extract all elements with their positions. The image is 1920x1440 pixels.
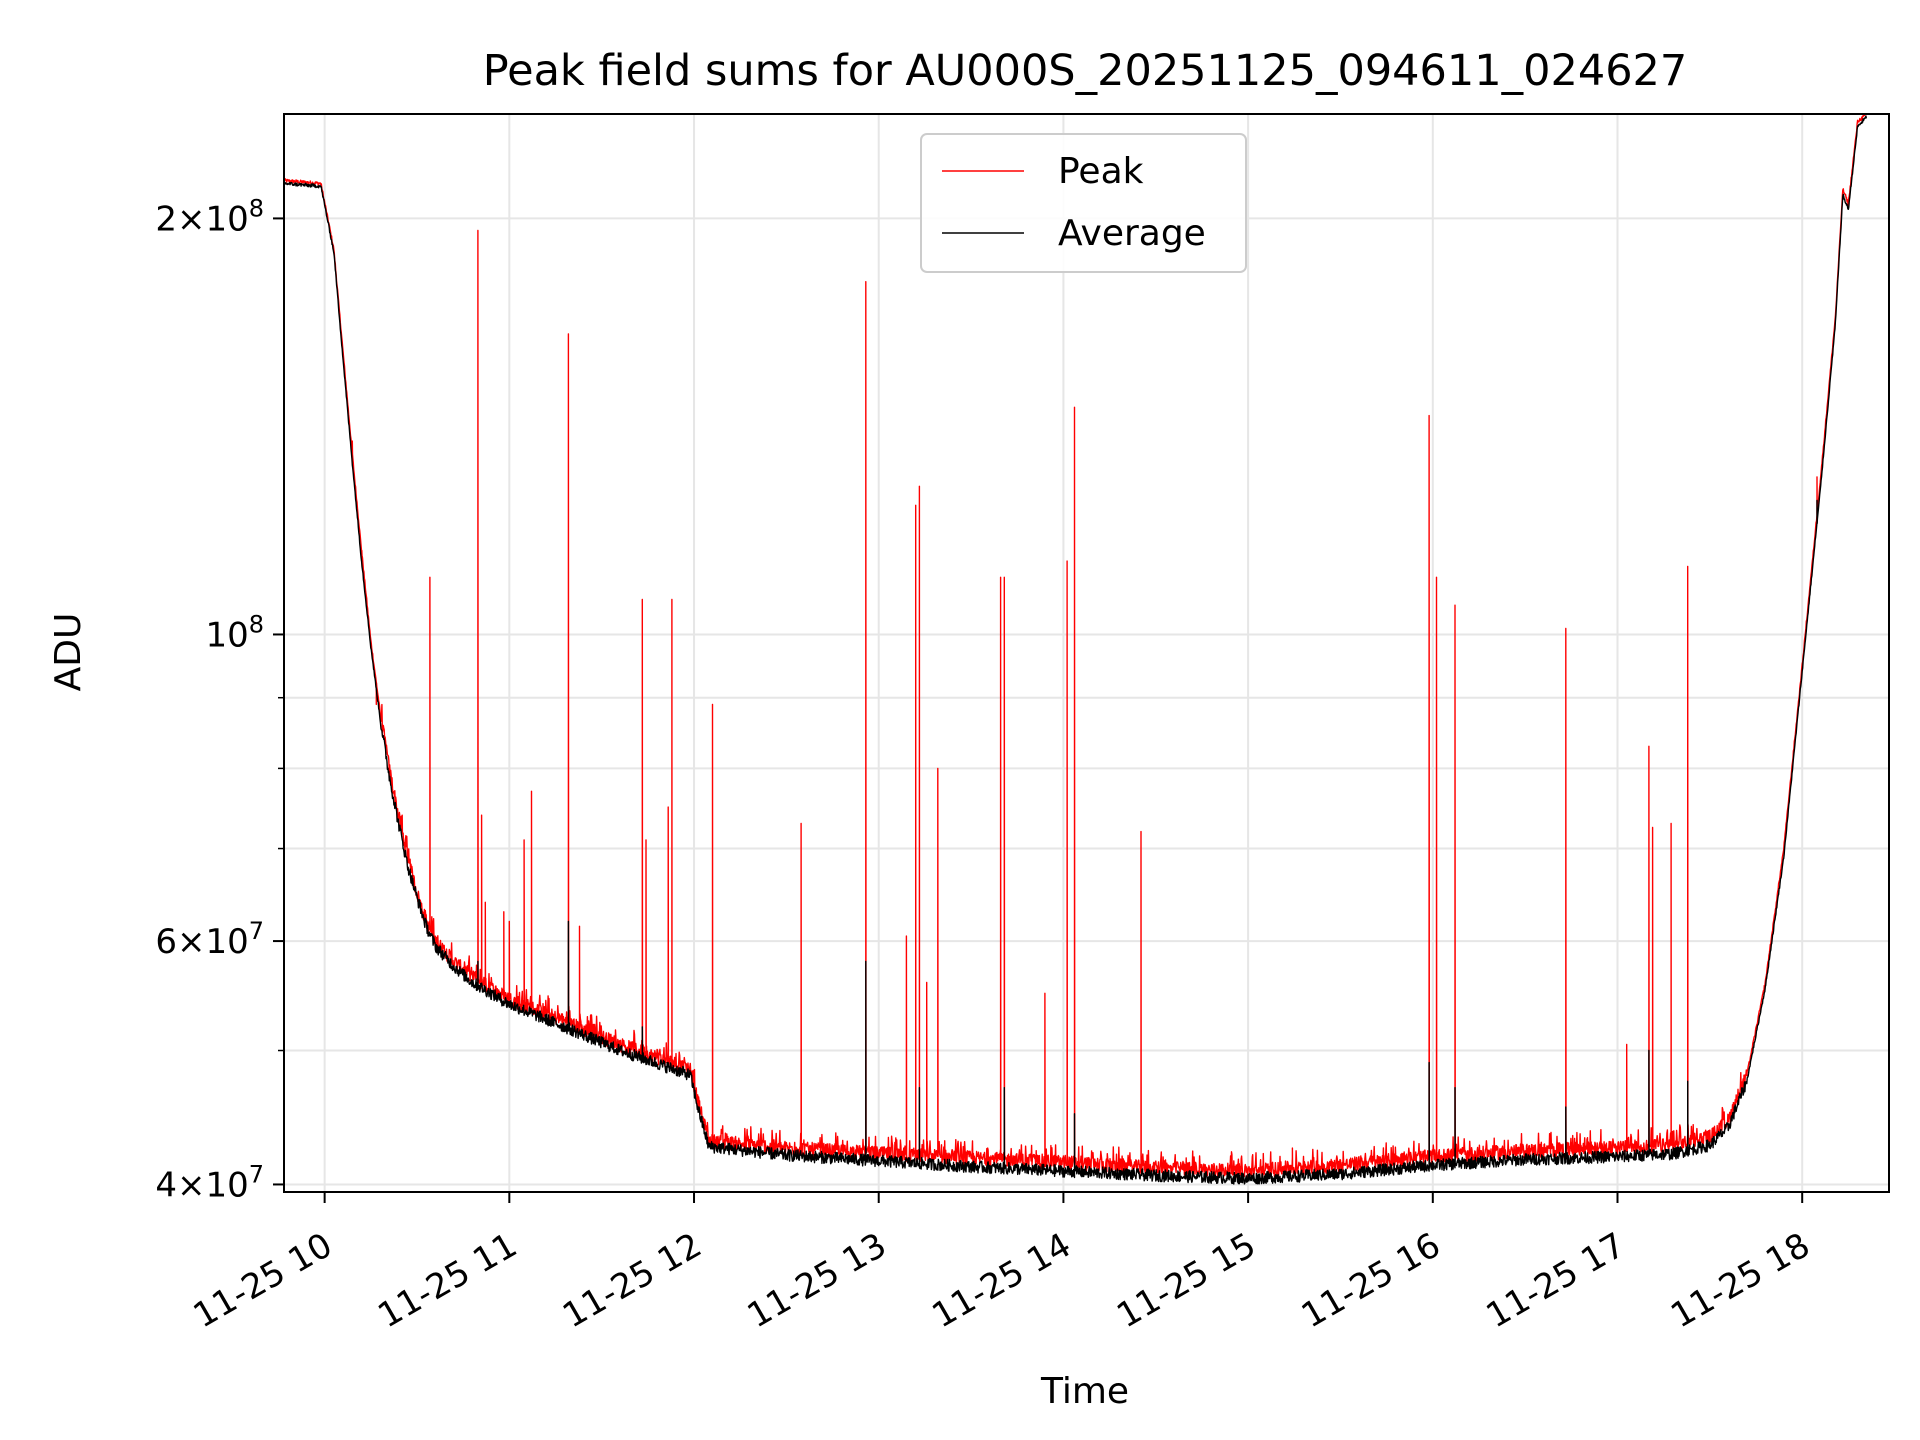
legend-average-label: Average (1058, 213, 1206, 254)
axes-frame (283, 113, 1890, 1193)
chart-title: Peak field sums for AU000S_20251125_0946… (483, 46, 1688, 96)
plot-lines (283, 113, 1868, 1185)
legend-box (920, 133, 1247, 273)
y-tick-label: 6×107 (155, 917, 264, 962)
legend: Peak Average (920, 133, 1247, 273)
average-series-line (283, 115, 1868, 1185)
y-tick-label: 108 (205, 610, 264, 655)
grid (284, 114, 1889, 1192)
y-axis-label: ADU (48, 613, 89, 692)
y-tick-label: 4×107 (155, 1160, 264, 1205)
x-axis-label: Time (1040, 1371, 1129, 1412)
legend-peak-label: Peak (1058, 151, 1144, 192)
y-tick-label: 2×108 (155, 194, 264, 239)
peak-series-line (283, 113, 1868, 1179)
